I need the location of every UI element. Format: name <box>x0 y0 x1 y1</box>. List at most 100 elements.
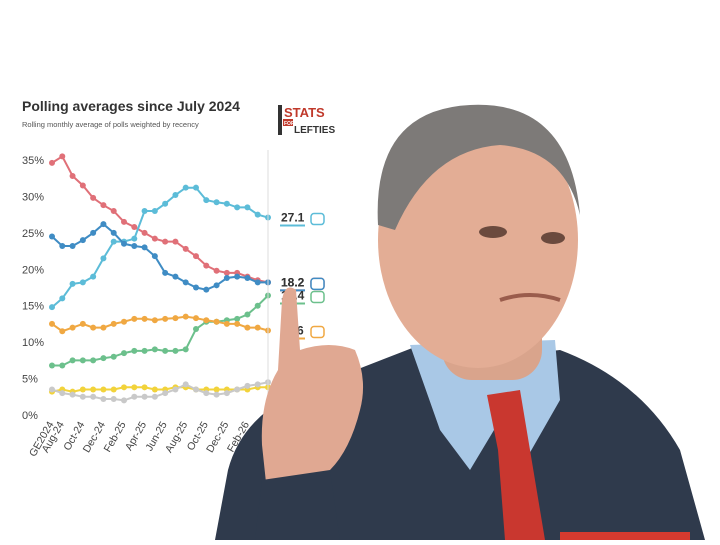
logo: STATS FOR LEFTIES <box>278 105 335 136</box>
y-tick-label: 5% <box>22 374 38 386</box>
data-point <box>234 204 241 211</box>
data-point <box>79 320 86 327</box>
data-point <box>213 386 220 393</box>
raised-hand <box>261 287 364 520</box>
y-tick-label: 0% <box>22 410 38 422</box>
data-point <box>244 311 251 318</box>
data-point <box>172 273 179 280</box>
data-point <box>110 386 117 393</box>
data-point <box>193 284 199 291</box>
person-photo <box>215 104 705 540</box>
data-point <box>162 238 169 245</box>
data-point <box>49 386 55 393</box>
data-point <box>59 362 66 369</box>
data-point <box>254 324 261 331</box>
data-point <box>59 242 66 249</box>
y-tick-label: 35% <box>22 155 44 167</box>
data-point <box>213 391 220 398</box>
y-tick-label: 20% <box>22 264 44 276</box>
data-point <box>100 324 107 331</box>
data-point <box>151 208 158 214</box>
party-icon <box>310 277 325 291</box>
data-point <box>203 317 210 324</box>
data-point <box>141 208 148 214</box>
data-point <box>182 313 189 320</box>
data-point <box>110 208 117 214</box>
data-point <box>141 347 148 354</box>
data-point <box>69 357 76 364</box>
data-point <box>193 386 199 393</box>
data-point <box>121 318 127 325</box>
data-point <box>79 357 86 364</box>
y-tick-label: 10% <box>22 337 44 349</box>
logo-bottom: LEFTIES <box>294 125 335 136</box>
hair <box>377 104 580 230</box>
data-point <box>90 229 97 236</box>
sleeve <box>255 470 340 540</box>
data-point <box>203 262 210 269</box>
data-point <box>172 238 179 245</box>
data-point <box>79 237 86 244</box>
data-point <box>244 204 251 211</box>
series-line <box>51 315 269 333</box>
data-point <box>131 235 138 242</box>
data-point <box>110 320 117 327</box>
data-point <box>121 350 127 357</box>
data-point <box>151 317 158 324</box>
data-point <box>234 386 241 393</box>
data-point <box>213 282 220 289</box>
data-point <box>110 353 117 360</box>
data-point <box>100 202 107 209</box>
chart-title: Polling averages since July 2024 <box>22 98 240 114</box>
data-point <box>131 242 138 249</box>
data-point <box>59 328 66 335</box>
data-point <box>223 200 230 207</box>
data-point <box>121 384 127 391</box>
party-icon <box>310 325 325 339</box>
data-point <box>100 386 107 393</box>
eye-left <box>479 226 507 238</box>
party-icon <box>310 212 325 226</box>
data-point <box>193 315 199 322</box>
data-point <box>121 240 127 247</box>
data-point <box>151 346 158 353</box>
chart-subtitle: Rolling monthly average of polls weighte… <box>22 120 199 129</box>
data-point <box>90 393 97 400</box>
data-point <box>131 393 138 400</box>
data-point <box>59 153 66 160</box>
data-point <box>49 362 55 369</box>
data-point <box>203 197 210 204</box>
data-point <box>131 347 138 354</box>
data-point <box>172 315 179 322</box>
data-point <box>79 279 86 286</box>
data-point <box>69 173 76 180</box>
data-point <box>162 390 169 397</box>
data-point <box>90 324 97 331</box>
eye-right <box>541 232 565 244</box>
data-point <box>100 355 107 362</box>
series-line <box>52 294 269 367</box>
lectern-edge <box>560 532 690 540</box>
series-line <box>51 386 268 393</box>
data-point <box>141 244 148 251</box>
data-point <box>223 320 230 327</box>
data-point <box>162 269 169 276</box>
logo-middle: FOR <box>284 121 295 127</box>
series-line <box>51 186 269 308</box>
data-point <box>162 347 169 354</box>
data-point <box>131 384 138 391</box>
data-point <box>141 315 148 322</box>
end-label: 18.2 <box>281 275 305 289</box>
data-point <box>244 275 251 282</box>
data-point <box>213 199 220 206</box>
data-point <box>69 391 76 398</box>
data-point <box>90 357 97 364</box>
y-tick-label: 25% <box>22 228 44 240</box>
data-point <box>234 315 241 322</box>
data-point <box>49 233 55 240</box>
data-point <box>151 386 158 393</box>
data-point <box>151 393 158 400</box>
data-point <box>90 194 97 201</box>
data-point <box>121 397 127 404</box>
data-point <box>172 386 179 393</box>
